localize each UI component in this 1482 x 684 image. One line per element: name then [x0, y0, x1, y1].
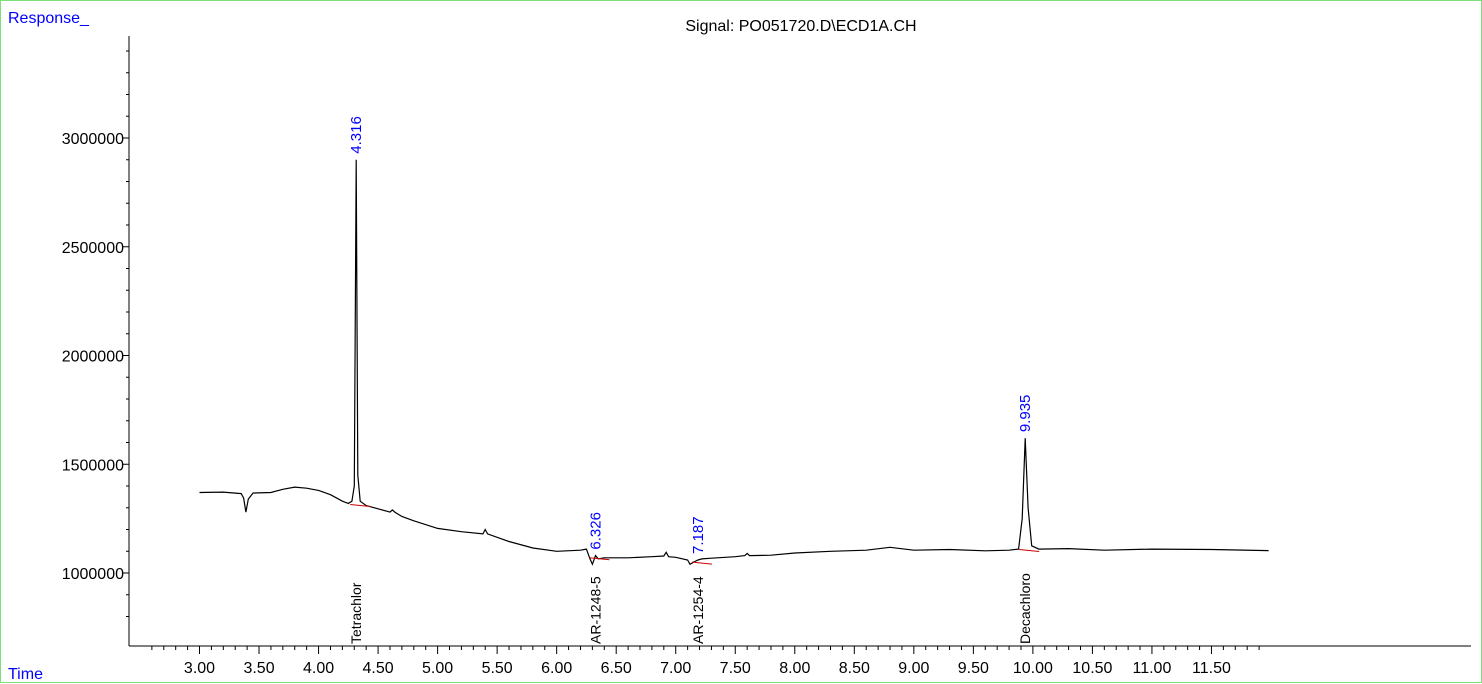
axes — [128, 36, 1471, 647]
peak-annotations: 4.316 Tetrachlor 6.326 AR-1248-5 7.187 AR-125… — [348, 116, 1040, 644]
x-tick-label: 10.50 — [1072, 660, 1112, 677]
y-tick-label: 2000000 — [62, 349, 124, 366]
y-tick-label: 1500000 — [62, 457, 124, 474]
y-tick-label: 3000000 — [62, 131, 124, 148]
y-tick-label: 2500000 — [62, 240, 124, 257]
peak-baseline — [1019, 549, 1040, 553]
x-tick-label: 11.00 — [1133, 660, 1172, 677]
y-axis-label: Response_ — [8, 10, 90, 27]
trace-group — [199, 159, 1269, 566]
x-tick-label: 9.00 — [898, 660, 929, 677]
x-tick-label: 10.00 — [1013, 660, 1053, 677]
x-tick-label: 11.50 — [1192, 660, 1231, 677]
x-tick-label: 4.00 — [303, 660, 334, 677]
x-tick-label: 3.50 — [243, 660, 274, 677]
x-tick-label: 7.50 — [720, 660, 751, 677]
peak-baseline — [691, 561, 713, 565]
peak-rt-label: 4.316 — [348, 116, 365, 154]
chart-title: Signal: PO051720.D\ECD1A.CH — [685, 18, 916, 35]
peak-compound-label: AR-1248-5 — [587, 576, 603, 644]
x-tick-label: 5.00 — [422, 660, 453, 677]
x-tick-label: 9.50 — [958, 660, 989, 677]
peak-rt-label: 7.187 — [690, 516, 707, 554]
x-tick-label: 8.50 — [839, 660, 870, 677]
peak-rt-label: 6.326 — [587, 512, 604, 550]
x-tick-label: 6.50 — [601, 660, 632, 677]
peak-compound-label: Decachloro — [1017, 573, 1033, 644]
x-tick-label: 3.00 — [184, 660, 215, 677]
x-tick-label: 5.50 — [482, 660, 513, 677]
peak-baseline — [589, 557, 610, 561]
x-tick-label: 7.00 — [660, 660, 691, 677]
ticks: 3.00 3.50 4.00 4.50 5.00 5.50 6.00 6.50 7.00 7.50… — [62, 50, 1260, 677]
x-tick-label: 4.50 — [363, 660, 394, 677]
peak-rt-label: 9.935 — [1017, 395, 1034, 433]
x-axis-label: Time — [8, 666, 43, 683]
peak-baseline — [350, 503, 371, 507]
signal-trace — [199, 159, 1269, 566]
peak-compound-label: Tetrachlor — [348, 582, 364, 644]
x-tick-label: 8.00 — [779, 660, 810, 677]
peak-compound-label: AR-1254-4 — [690, 576, 706, 644]
x-tick-label: 6.00 — [541, 660, 572, 677]
y-tick-label: 1000000 — [62, 566, 124, 583]
